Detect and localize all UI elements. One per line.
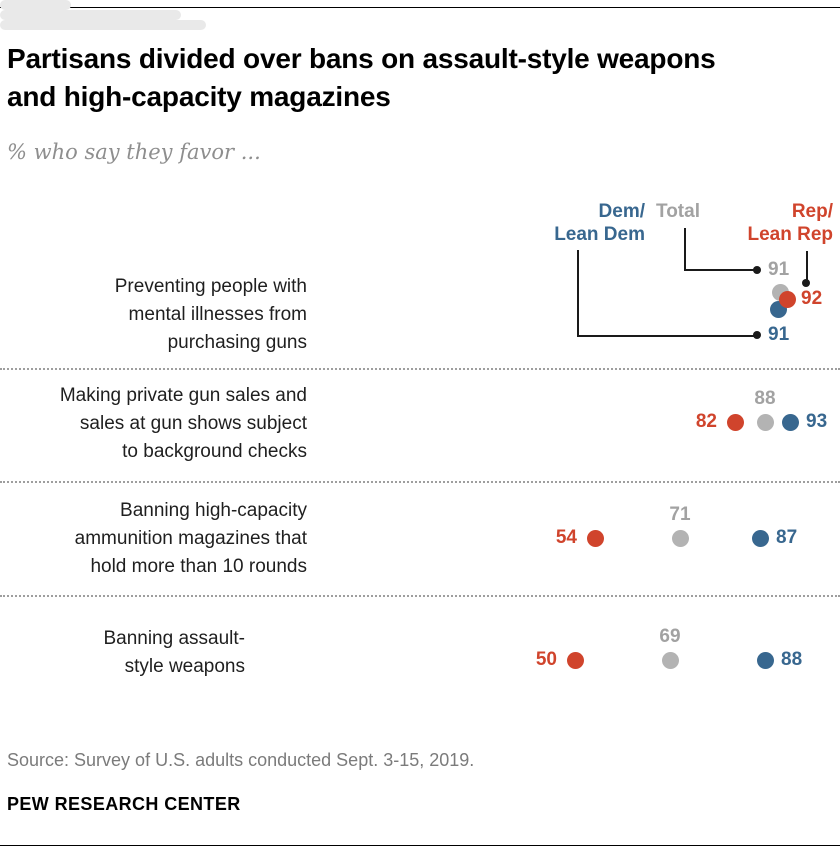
row-separator xyxy=(0,595,840,597)
legend-rep-line1: Rep/ xyxy=(791,201,833,222)
category-label-line: ammunition magazines that xyxy=(74,528,307,549)
top-rule xyxy=(0,7,840,8)
leader-line-rep xyxy=(806,251,808,280)
dot-rep xyxy=(727,414,744,431)
dot-total xyxy=(757,414,774,431)
chart-title: Partisans divided over bans on assault-s… xyxy=(7,40,716,116)
footer-brand: PEW RESEARCH CENTER xyxy=(7,794,241,814)
value-total: 69 xyxy=(659,626,681,647)
value-dem: 88 xyxy=(781,649,803,670)
value-rep: 50 xyxy=(535,649,557,670)
row-separator xyxy=(0,368,840,370)
dot-dem xyxy=(782,414,799,431)
legend-dem-label: Dem/ Lean Dem xyxy=(554,200,645,246)
bottom-rule xyxy=(0,845,840,846)
category-label-line: Making private gun sales and xyxy=(59,385,307,406)
dot-rep xyxy=(567,652,584,669)
value-rep: 82 xyxy=(695,411,717,432)
source-note: Source: Survey of U.S. adults conducted … xyxy=(7,750,475,770)
value-dem: 91 xyxy=(768,324,790,345)
leader-line-total xyxy=(684,228,686,270)
dot-rep xyxy=(779,291,796,308)
leader-line-dem xyxy=(577,335,754,337)
chart-subtitle: % who say they favor ... xyxy=(7,140,261,164)
dot-track xyxy=(0,0,71,10)
category-label-line: purchasing guns xyxy=(167,332,307,353)
category-label-line: to background checks xyxy=(122,441,307,462)
legend-total-label: Total xyxy=(656,201,700,222)
category-label-line: Banning assault- xyxy=(103,628,245,649)
value-total: 71 xyxy=(669,504,691,525)
value-total: 88 xyxy=(754,388,776,409)
callout-dot-rep xyxy=(802,279,810,287)
dot-dem xyxy=(752,530,769,547)
value-dem: 87 xyxy=(776,527,798,548)
legend-rep-label: Rep/ Lean Rep xyxy=(747,200,833,246)
value-dem: 93 xyxy=(806,411,828,432)
row-separator xyxy=(0,481,840,483)
value-total: 91 xyxy=(768,259,790,280)
dot-dem xyxy=(757,652,774,669)
category-label-line: mental illnesses from xyxy=(128,304,307,325)
value-rep: 54 xyxy=(555,527,577,548)
dot-track xyxy=(0,20,206,30)
chart-title-line1: Partisans divided over bans on assault-s… xyxy=(7,43,716,74)
dot-total xyxy=(672,530,689,547)
category-label-line: hold more than 10 rounds xyxy=(90,556,307,577)
dot-total xyxy=(662,652,679,669)
value-rep: 92 xyxy=(801,288,823,309)
leader-line-dem xyxy=(577,250,579,336)
chart-title-line2: and high-capacity magazines xyxy=(7,81,391,112)
category-label-line: style weapons xyxy=(124,656,245,677)
dot-rep xyxy=(587,530,604,547)
legend-dem-line2: Lean Dem xyxy=(554,224,645,245)
category-label-line: Preventing people with xyxy=(114,276,307,297)
category-label-line: sales at gun shows subject xyxy=(79,413,307,434)
callout-dot-dem xyxy=(753,331,761,339)
category-label-line: Banning high-capacity xyxy=(120,500,307,521)
leader-line-total xyxy=(684,269,754,271)
dot-track xyxy=(0,10,181,20)
legend-rep-line2: Lean Rep xyxy=(747,224,833,245)
legend-dem-line1: Dem/ xyxy=(598,201,645,222)
callout-dot-total xyxy=(753,266,761,274)
